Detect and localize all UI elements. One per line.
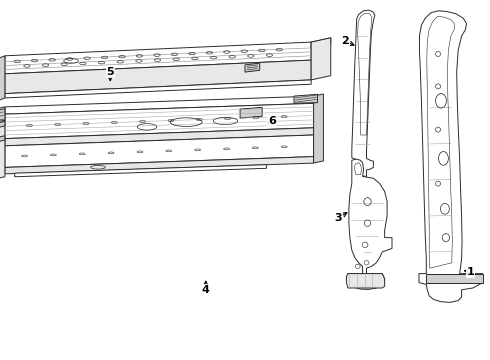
Text: 6: 6 bbox=[268, 116, 276, 126]
Polygon shape bbox=[346, 159, 392, 289]
Polygon shape bbox=[5, 80, 311, 98]
Polygon shape bbox=[240, 107, 262, 118]
Polygon shape bbox=[5, 128, 314, 146]
Polygon shape bbox=[426, 274, 483, 283]
Polygon shape bbox=[0, 109, 5, 123]
Polygon shape bbox=[5, 96, 314, 114]
Polygon shape bbox=[311, 38, 331, 80]
Polygon shape bbox=[5, 103, 314, 139]
Polygon shape bbox=[0, 136, 5, 143]
Polygon shape bbox=[5, 157, 314, 174]
Polygon shape bbox=[245, 63, 260, 72]
Text: 4: 4 bbox=[202, 285, 210, 295]
Text: 5: 5 bbox=[106, 67, 114, 77]
Polygon shape bbox=[352, 10, 375, 176]
Polygon shape bbox=[5, 42, 311, 74]
Polygon shape bbox=[314, 94, 323, 163]
Polygon shape bbox=[0, 107, 5, 180]
Polygon shape bbox=[311, 38, 331, 49]
Polygon shape bbox=[346, 274, 385, 288]
Polygon shape bbox=[294, 94, 318, 103]
Polygon shape bbox=[0, 56, 5, 102]
Text: 1: 1 bbox=[466, 267, 474, 277]
Text: 3: 3 bbox=[334, 213, 342, 223]
Polygon shape bbox=[5, 135, 314, 167]
Polygon shape bbox=[15, 165, 267, 177]
Polygon shape bbox=[419, 11, 483, 302]
Polygon shape bbox=[0, 121, 5, 129]
Text: 2: 2 bbox=[342, 36, 349, 46]
Polygon shape bbox=[5, 60, 311, 94]
